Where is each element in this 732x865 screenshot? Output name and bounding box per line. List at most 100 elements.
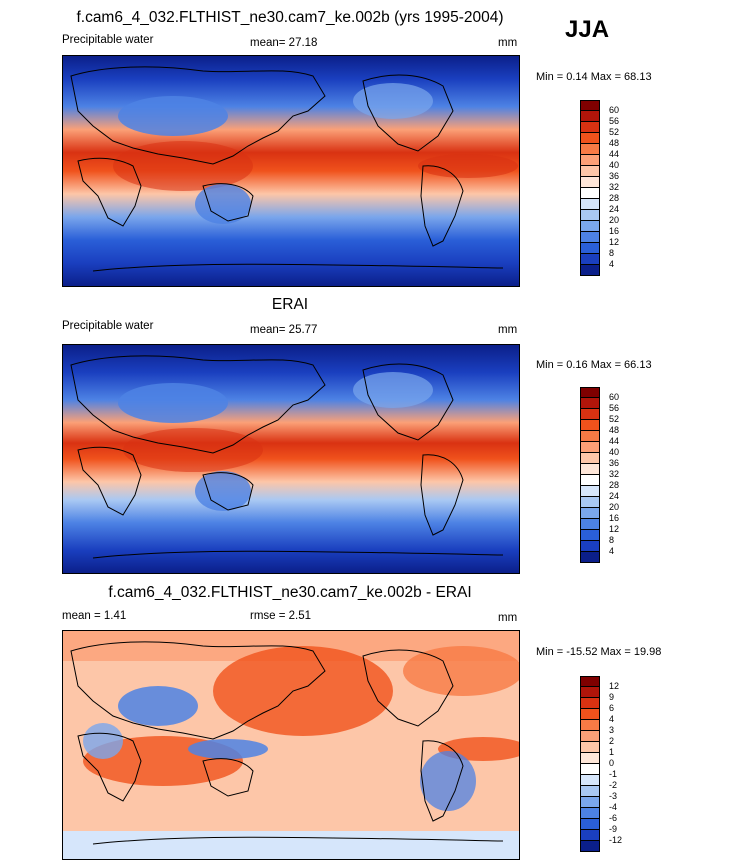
panel-2-colorbar-swatch (580, 552, 600, 563)
panel-2-minmax-label: Min = 0.16 Max = 66.13 (536, 359, 652, 371)
panel-1-colorbar-swatch (580, 265, 600, 276)
panel-2-colorbar-tick-label: 20 (609, 502, 620, 512)
panel-2-colorbar-swatch (580, 409, 600, 420)
panel-1-variable-label: Precipitable water (62, 34, 154, 46)
panel-1-colorbar-tick-label: 40 (609, 160, 620, 170)
panel-2-mean-label: mean= 25.77 (250, 324, 318, 336)
panel-1-map (62, 55, 520, 287)
panel-2-title: ERAI (271, 296, 309, 313)
panel-2-colorbar-swatch (580, 398, 600, 409)
panel-1-colorbar-swatch (580, 177, 600, 188)
panel-2-variable-label: Precipitable water (62, 320, 154, 332)
panel-1-colorbar-tick-label: 28 (609, 193, 620, 203)
panel-1-colorbar-swatch (580, 111, 600, 122)
panel-2-colorbar-tick-label: 16 (609, 513, 620, 523)
panel-1-colorbar-tick-label: 4 (609, 259, 615, 269)
panel-1-colorbar-swatch (580, 254, 600, 265)
panel-2-colorbar-swatch (580, 453, 600, 464)
panel-1-colorbar-swatch (580, 232, 600, 243)
panel-3-colorbar-swatch (580, 742, 600, 753)
panel-1-colorbar-tick-label: 56 (609, 116, 620, 126)
panel-1-field (63, 56, 519, 286)
panel-3-colorbar-swatch (580, 797, 600, 808)
panel-3-colorbar-tick-label: -12 (609, 835, 623, 845)
panel-3-colorbar-tick-label: -9 (609, 824, 618, 834)
panel-2-colorbar-swatch (580, 442, 600, 453)
panel-2-colorbar-swatch (580, 508, 600, 519)
panel-3-colorbar-tick-label: 3 (609, 725, 615, 735)
panel-2-colorbar-swatch (580, 497, 600, 508)
panel-3-colorbar-swatch (580, 709, 600, 720)
season-label: JJA (565, 16, 610, 43)
panel-2-colorbar-tick-label: 40 (609, 447, 620, 457)
panel-1-title: f.cam6_4_032.FLTHIST_ne30.cam7_ke.002b (… (76, 9, 504, 26)
panel-1-colorbar-tick-label: 20 (609, 215, 620, 225)
panel-3-colorbar-tick-label: -2 (609, 780, 618, 790)
panel-2-colorbar-tick-label: 4 (609, 546, 615, 556)
panel-1-colorbar-tick-label: 36 (609, 171, 620, 181)
panel-1-colorbar-swatch (580, 210, 600, 221)
panel-2-colorbar-tick-label: 36 (609, 458, 620, 468)
panel-2-colorbar-tick-label: 24 (609, 491, 620, 501)
panel-3-mean-label: mean = 1.41 (62, 610, 127, 622)
panel-3-colorbar-tick-label: 2 (609, 736, 615, 746)
panel-2-colorbar-tick-label: 28 (609, 480, 620, 490)
panel-1-colorbar-swatch (580, 133, 600, 144)
panel-3-colorbar-swatch (580, 753, 600, 764)
panel-2-colorbar-swatch (580, 475, 600, 486)
panel-3-colorbar-tick-label: -1 (609, 769, 618, 779)
panel-3-colorbar-swatch (580, 775, 600, 786)
panel-2-colorbar-tick-label: 52 (609, 414, 620, 424)
panel-3-colorbar-swatch (580, 819, 600, 830)
panel-1-colorbar-tick-label: 12 (609, 237, 620, 247)
panel-3-colorbar-tick-label: -6 (609, 813, 618, 823)
panel-3-minmax-label: Min = -15.52 Max = 19.98 (536, 646, 662, 658)
panel-3-colorbar-tick-label: 6 (609, 703, 615, 713)
panel-2-colorbar-tick-label: 44 (609, 436, 620, 446)
panel-3-colorbar-swatch (580, 830, 600, 841)
panel-3-colorbar-tick-label: 9 (609, 692, 615, 702)
panel-3-units-label: mm (498, 612, 518, 624)
panel-1-colorbar-swatch (580, 188, 600, 199)
panel-2-colorbar-swatch (580, 486, 600, 497)
panel-1-colorbar-swatch (580, 243, 600, 254)
panel-1-units-label: mm (498, 37, 518, 49)
panel-2-colorbar-tick-label: 48 (609, 425, 620, 435)
panel-1-minmax-label: Min = 0.14 Max = 68.13 (536, 71, 652, 83)
panel-1-colorbar-swatch (580, 221, 600, 232)
panel-1-colorbar (580, 100, 600, 276)
panel-1-colorbar-tick-label: 32 (609, 182, 620, 192)
panel-2-colorbar-swatch (580, 530, 600, 541)
panel-3-colorbar-swatch (580, 786, 600, 797)
panel-2-colorbar-swatch (580, 464, 600, 475)
panel-3-colorbar-swatch (580, 698, 600, 709)
panel-3-colorbar-tick-label: 0 (609, 758, 615, 768)
panel-2-units-label: mm (498, 324, 518, 336)
panel-3-rmse-label: rmse = 2.51 (250, 610, 312, 622)
panel-3-colorbar-swatch (580, 687, 600, 698)
panel-1-colorbar-tick-label: 52 (609, 127, 620, 137)
panel-2-colorbar-swatch (580, 519, 600, 530)
panel-3-colorbar-swatch (580, 764, 600, 775)
panel-2-colorbar-tick-label: 56 (609, 403, 620, 413)
panel-1-colorbar-swatch (580, 155, 600, 166)
panel-3-colorbar-swatch (580, 731, 600, 742)
panel-3-colorbar-tick-label: -4 (609, 802, 618, 812)
panel-3-field (63, 631, 519, 859)
panel-2-colorbar-swatch (580, 387, 600, 398)
panel-1-colorbar-swatch (580, 199, 600, 210)
panel-3-colorbar-tick-label: 1 (609, 747, 615, 757)
panel-2-colorbar-swatch (580, 431, 600, 442)
panel-1-colorbar-swatch (580, 166, 600, 177)
panel-3-colorbar (580, 676, 600, 852)
panel-1-colorbar-tick-label: 60 (609, 105, 620, 115)
panel-1-colorbar-tick-label: 44 (609, 149, 620, 159)
panel-1-colorbar-tick-label: 16 (609, 226, 620, 236)
panel-2-colorbar-tick-label: 60 (609, 392, 620, 402)
panel-3-colorbar-swatch (580, 720, 600, 731)
panel-1-colorbar-swatch (580, 144, 600, 155)
panel-1-colorbar-swatch (580, 122, 600, 133)
panel-1-mean-label: mean= 27.18 (250, 37, 318, 49)
panel-2-map (62, 344, 520, 574)
panel-3-title: f.cam6_4_032.FLTHIST_ne30.cam7_ke.002b -… (108, 584, 472, 601)
